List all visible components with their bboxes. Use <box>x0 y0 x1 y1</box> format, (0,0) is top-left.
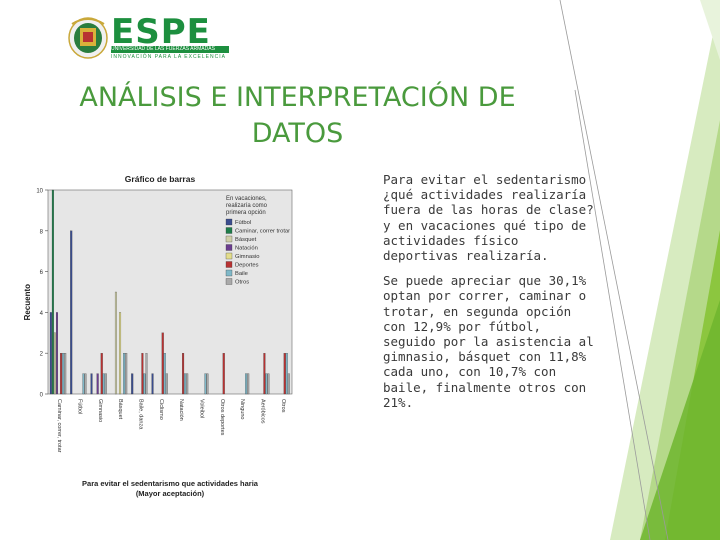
y-tick-label: 4 <box>40 311 44 317</box>
x-tick-label: Ciclismo <box>158 399 164 420</box>
bar <box>204 373 207 395</box>
bar <box>283 353 286 395</box>
x-axis-label-line2: (Mayor aceptación) <box>136 489 205 498</box>
x-tick-label: Aeróbicos <box>260 399 266 424</box>
y-tick-label: 6 <box>40 270 44 276</box>
bar <box>206 373 209 395</box>
x-tick-label: Voleibol <box>199 399 205 418</box>
bar <box>263 353 266 395</box>
legend-swatch <box>225 218 233 226</box>
legend-label: Gimnasio <box>235 254 259 260</box>
question-paragraph: Para evitar el sedentarismo ¿qué activid… <box>383 172 594 264</box>
bar <box>222 353 225 395</box>
bar-chart: Gráfico de barras 0 2 4 6 8 10 Recuento Caminar,… <box>23 174 293 498</box>
y-axis-label: Recuento <box>23 284 32 321</box>
legend-swatch <box>225 227 233 234</box>
legend-label: Natación <box>235 246 258 252</box>
bar <box>53 332 56 395</box>
deco-top-corner <box>700 0 720 60</box>
bar <box>184 373 187 395</box>
legend-label: Caminar, correr trotar <box>235 229 290 235</box>
bar <box>102 373 105 395</box>
bar <box>143 373 146 395</box>
y-tick-label: 0 <box>40 393 44 399</box>
legend-title: primera opción <box>226 210 266 216</box>
bar-chart-panel: Gráfico de barras 0 2 4 6 8 10 Recuento Caminar,… <box>18 168 363 508</box>
x-tick-label: Caminar, correr, trotar <box>56 399 62 453</box>
bar <box>82 373 85 395</box>
deco-line-1 <box>559 0 669 540</box>
bar <box>265 373 268 395</box>
y-tick-label: 8 <box>40 229 44 235</box>
legend-label: Baile <box>235 271 248 277</box>
y-tick-label: 2 <box>40 352 44 358</box>
bar <box>247 373 250 395</box>
legend-swatch <box>225 269 233 277</box>
bar <box>60 353 63 395</box>
x-tick-label: Fútbol <box>77 399 83 414</box>
bar <box>51 189 54 395</box>
x-tick-label: Básquet <box>117 399 123 420</box>
bar <box>90 373 93 395</box>
legend-title: En vacaciones, <box>226 196 267 202</box>
x-tick-label: Baile, danza <box>138 399 144 430</box>
legend-label: Básquet <box>235 237 257 243</box>
bar <box>49 312 52 395</box>
bar <box>104 373 107 395</box>
bar <box>96 373 99 395</box>
slide-title: ANÁLISIS E INTERPRETACIÓN DE DATOS <box>79 82 516 149</box>
legend-swatch <box>225 235 233 243</box>
legend-swatch <box>225 252 233 260</box>
bar <box>56 312 58 395</box>
bar <box>125 353 128 395</box>
bar <box>62 353 65 395</box>
x-axis-label: Para evitar el sedentarismo que activida… <box>82 479 259 488</box>
legend-swatch <box>225 278 233 285</box>
bar <box>285 353 288 395</box>
bar <box>84 373 87 395</box>
logo-subtitle-1: UNIVERSIDAD DE LAS FUERZAS ARMADAS <box>111 46 229 53</box>
bar <box>64 353 67 395</box>
legend-swatch <box>225 244 233 251</box>
bar <box>145 353 148 395</box>
x-tick-label: Otros deportes <box>219 399 225 436</box>
logo-wordmark: ESPE <box>111 12 211 52</box>
espe-crest-icon <box>68 17 108 59</box>
bar <box>186 373 189 395</box>
bar <box>114 291 117 395</box>
bar <box>123 353 126 395</box>
bar <box>182 353 185 395</box>
plot-area <box>47 189 293 395</box>
bar <box>119 312 122 395</box>
bar <box>163 353 166 395</box>
bar <box>245 373 248 395</box>
bar <box>141 353 144 395</box>
x-tick-label: Gimnasio <box>97 399 103 422</box>
legend-swatch <box>225 261 233 268</box>
deco-line-2 <box>574 89 651 540</box>
interpretation-paragraph: Se puede apreciar que 30,1% optan por co… <box>383 273 594 410</box>
deco-dark-green-triangle <box>640 300 720 540</box>
bar <box>151 373 154 395</box>
analysis-text: Para evitar el sedentarismo ¿qué activid… <box>383 172 598 420</box>
x-tick-label: Natación <box>178 399 184 421</box>
y-tick-label: 10 <box>36 189 43 195</box>
x-tick-label: Ninguno <box>239 399 245 420</box>
bar <box>165 373 168 395</box>
bar <box>287 373 290 395</box>
legend-label: Otros <box>235 280 249 286</box>
legend-label: Fútbol <box>235 220 251 226</box>
legend-label: Deportes <box>235 263 259 269</box>
logo-subtitle-2: INNOVACIÓN PARA LA EXCELENCIA <box>111 54 226 60</box>
bar <box>70 230 73 395</box>
bar <box>100 353 103 395</box>
x-tick-label: Otros <box>280 399 286 413</box>
bar <box>131 373 134 395</box>
bar <box>267 373 270 395</box>
bar <box>161 332 164 395</box>
legend-title: realizaría como <box>226 203 268 209</box>
chart-title: Gráfico de barras <box>125 174 196 184</box>
